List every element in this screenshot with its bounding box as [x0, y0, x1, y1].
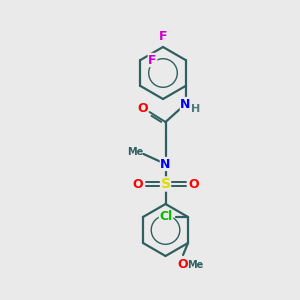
Text: O: O	[137, 103, 148, 116]
Text: F: F	[148, 53, 157, 67]
Text: F: F	[159, 31, 167, 44]
Text: H: H	[191, 104, 200, 114]
Text: Cl: Cl	[159, 211, 173, 224]
Text: O: O	[178, 259, 188, 272]
Text: N: N	[180, 98, 191, 110]
Text: O: O	[188, 178, 199, 190]
Text: Me: Me	[128, 147, 144, 157]
Text: Me: Me	[187, 260, 203, 270]
Text: N: N	[160, 158, 171, 170]
Text: S: S	[160, 177, 170, 191]
Text: O: O	[132, 178, 143, 190]
